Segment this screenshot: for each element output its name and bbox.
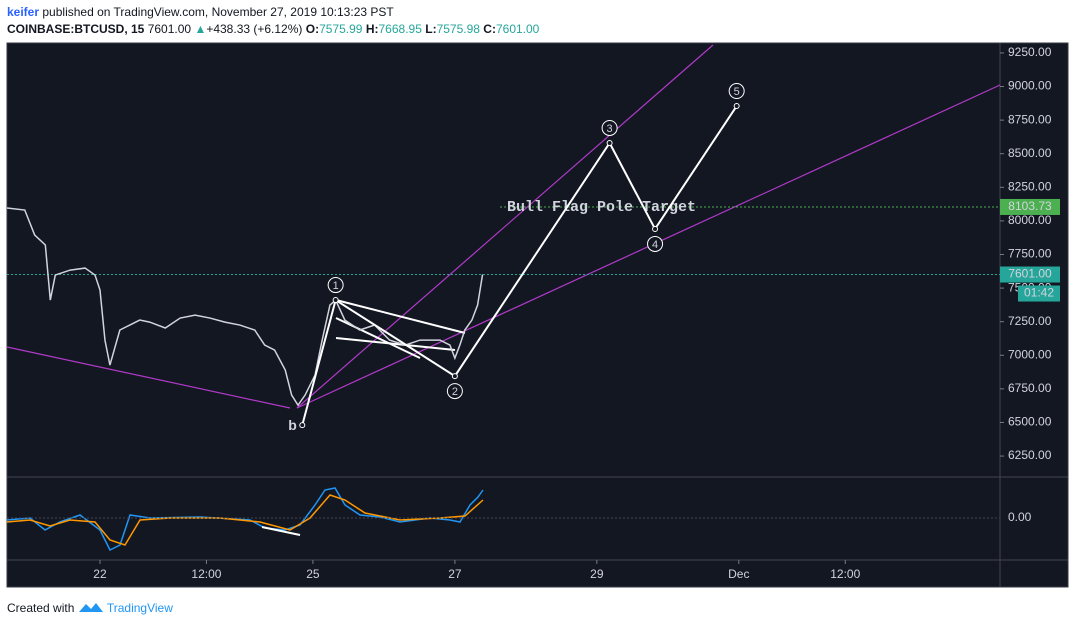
- ohlc-value: 7601.00: [495, 22, 540, 36]
- wave-point: [606, 139, 613, 146]
- y-tick-label: 8250.00: [1008, 179, 1052, 193]
- oscillator: [6, 487, 1000, 552]
- publish-line: keifer published on TradingView.com, Nov…: [7, 5, 394, 19]
- y-tick-label: 8750.00: [1008, 112, 1052, 126]
- y-tick-label: 8500.00: [1008, 146, 1052, 160]
- y-tick-label: 6250.00: [1008, 448, 1052, 462]
- logo: [78, 603, 103, 612]
- price-label-box: [1000, 266, 1060, 283]
- wave-label-circle: [327, 277, 344, 294]
- change: +438.33 (+6.12%): [206, 22, 303, 36]
- countdown: 01:42: [1024, 286, 1054, 300]
- brand[interactable]: TradingView: [106, 601, 173, 615]
- ohlc-key: H:: [365, 22, 379, 36]
- author[interactable]: keifer: [7, 5, 40, 19]
- wave-label: b: [288, 417, 297, 433]
- trendline: [296, 44, 714, 409]
- price-label: 8103.73: [1008, 199, 1052, 213]
- chart-background: [6, 42, 1069, 588]
- wave-label: 5: [734, 86, 740, 98]
- ohlc-value: 7575.99: [319, 22, 363, 36]
- wave-point: [451, 373, 458, 380]
- flag-line: [335, 299, 466, 334]
- x-tick-label: 27: [448, 567, 462, 581]
- signal-line: [6, 494, 484, 546]
- y-tick-label: 7000.00: [1008, 347, 1052, 361]
- level-text: Bull Flag Pole Target: [507, 199, 696, 216]
- ohlc-key: C:: [483, 22, 496, 36]
- y-tick-label: 7750.00: [1008, 247, 1052, 261]
- x-tick-label: 29: [590, 567, 604, 581]
- price-label-box: [1000, 198, 1060, 215]
- y-tick-label: 7250.00: [1008, 314, 1052, 328]
- wave-label: 1: [333, 280, 339, 292]
- flag-line: [335, 337, 456, 351]
- x-tick-label: 12:00: [191, 567, 221, 581]
- wave-label-circle: [601, 119, 618, 136]
- created-with: Created with: [7, 601, 75, 615]
- x-tick-label: 22: [93, 567, 107, 581]
- symbol-line: COINBASE:BTCUSD, 15 7601.00 ▲+438.33 (+6…: [7, 22, 539, 36]
- y-tick-label: 6750.00: [1008, 381, 1052, 395]
- symbol: COINBASE:BTCUSD, 15: [7, 22, 145, 36]
- wave-point: [733, 103, 740, 110]
- footer: Created with TradingView: [7, 598, 173, 615]
- wave-label-circle: [728, 83, 745, 100]
- y-tick-label: 6500.00: [1008, 415, 1052, 429]
- divergence-line: [261, 526, 301, 536]
- y-tick-label: 9000.00: [1008, 79, 1052, 93]
- countdown-box: [1018, 285, 1060, 302]
- wave-label: 4: [652, 239, 658, 251]
- wave-point: [299, 422, 306, 429]
- x-tick-label: Dec: [728, 567, 749, 581]
- ohlc-value: 7668.95: [378, 22, 422, 36]
- ohlc-value: 7575.98: [436, 22, 480, 36]
- wave-point: [332, 297, 339, 304]
- published: published on TradingView.com, November 2…: [42, 5, 394, 19]
- last-price: 7601.00: [147, 22, 192, 36]
- price-line: [6, 207, 484, 407]
- up-arrow: ▲: [194, 22, 207, 36]
- wave-label-circle: [647, 235, 664, 252]
- ohlc-key: O:: [305, 22, 320, 36]
- wave-point: [652, 225, 659, 232]
- oscillator-line: [6, 487, 484, 552]
- y-tick-label: 8000.00: [1008, 213, 1052, 227]
- flag: [335, 299, 466, 359]
- indicator-tick-label: 0.00: [1008, 510, 1032, 524]
- x-tick-label: 25: [306, 567, 320, 581]
- logo-shape: [78, 603, 103, 612]
- trendline: [6, 346, 291, 409]
- wave-label: 3: [607, 123, 613, 135]
- wave-label-circle: [446, 383, 463, 400]
- ohlc-key: L:: [425, 22, 437, 36]
- flag-line: [335, 317, 421, 359]
- wave-label: 2: [452, 386, 458, 398]
- price-label: 7601.00: [1008, 267, 1052, 281]
- y-tick-label: 9250.00: [1008, 45, 1052, 59]
- x-tick-label: 12:00: [830, 567, 860, 581]
- wave-line: [301, 105, 738, 426]
